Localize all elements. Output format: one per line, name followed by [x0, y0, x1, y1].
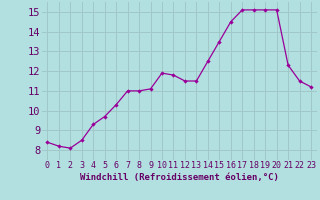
X-axis label: Windchill (Refroidissement éolien,°C): Windchill (Refroidissement éolien,°C) [80, 173, 279, 182]
